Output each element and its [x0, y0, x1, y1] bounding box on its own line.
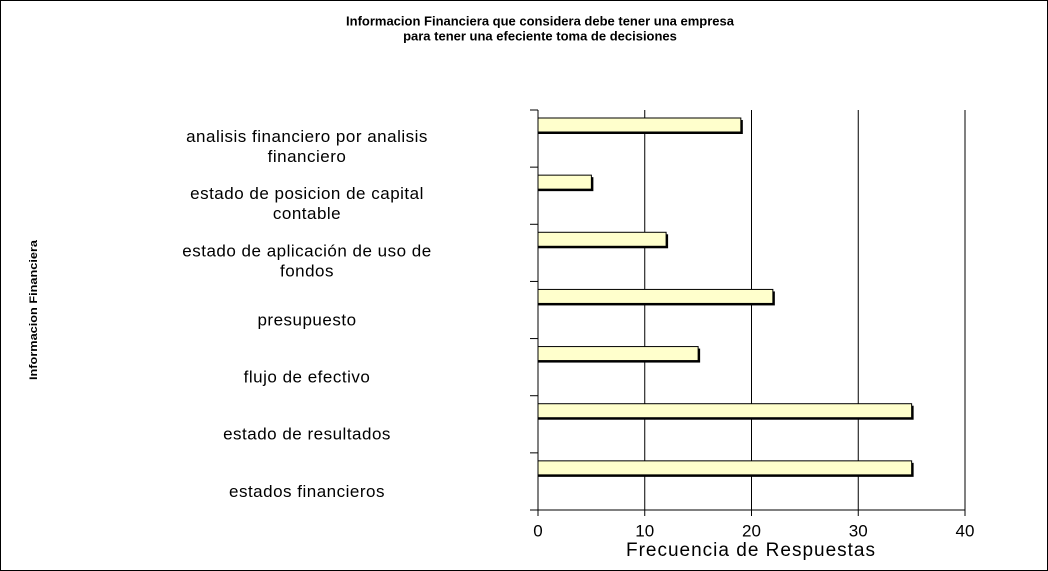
- y-tick-label: estado de posicion de capital contable: [190, 185, 424, 224]
- x-tick-label: 20: [742, 521, 761, 540]
- x-tick-label: 10: [635, 521, 654, 540]
- x-tick-label: 0: [533, 521, 542, 540]
- bar: [537, 460, 913, 476]
- chart-subtitle: para tener una efeciente toma de decisio…: [403, 28, 677, 43]
- y-tick-label: estado de aplicación de uso de fondos: [182, 242, 431, 281]
- x-axis-label: Frecuencia de Respuestas: [626, 540, 876, 561]
- y-tick-label: flujo de efectivo: [244, 368, 371, 387]
- y-axis-label: Informacion Financiera: [28, 239, 40, 380]
- bar: [537, 346, 699, 362]
- y-tick-label: analisis financiero por analisis financie…: [186, 127, 428, 166]
- chart-title: Informacion Financiera que considera deb…: [346, 13, 735, 28]
- bar: [537, 174, 592, 190]
- x-tick-label: 40: [956, 521, 975, 540]
- bar: [537, 403, 913, 419]
- bar: [537, 117, 742, 133]
- y-tick-label: estados financieros: [229, 482, 385, 501]
- x-tick-label: 30: [849, 521, 868, 540]
- y-tick-label: estado de resultados: [223, 425, 391, 444]
- bar: [537, 231, 667, 247]
- y-tick-label: presupuesto: [257, 311, 356, 330]
- bar: [537, 288, 774, 304]
